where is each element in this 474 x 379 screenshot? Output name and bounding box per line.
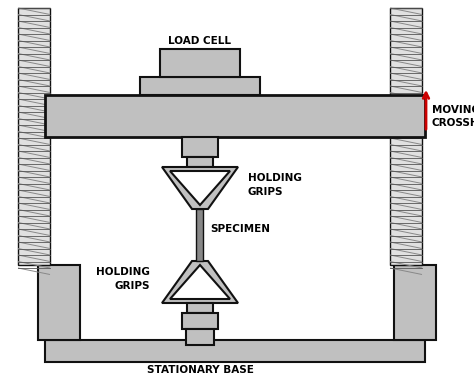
Bar <box>45 340 425 362</box>
Text: LOAD CELL: LOAD CELL <box>168 36 231 46</box>
Text: MOVING
CROSSHEAD: MOVING CROSSHEAD <box>432 105 474 128</box>
Bar <box>187 303 213 313</box>
Bar <box>390 8 422 265</box>
Text: HOLDING
GRIPS: HOLDING GRIPS <box>96 268 150 291</box>
Bar <box>160 49 240 77</box>
Polygon shape <box>162 167 238 209</box>
Bar <box>182 137 218 157</box>
Text: STATIONARY BASE: STATIONARY BASE <box>146 365 254 375</box>
Bar <box>182 313 218 329</box>
Text: SPECIMEN: SPECIMEN <box>210 224 270 234</box>
Bar <box>140 77 260 95</box>
Bar <box>186 329 214 345</box>
Bar <box>45 95 425 137</box>
Bar <box>38 265 80 340</box>
Bar <box>187 157 213 167</box>
Text: HOLDING
GRIPS: HOLDING GRIPS <box>248 174 302 197</box>
Polygon shape <box>162 261 238 303</box>
Polygon shape <box>170 265 230 299</box>
Bar <box>197 209 203 261</box>
Bar <box>18 8 50 265</box>
Bar <box>394 265 436 340</box>
Polygon shape <box>170 171 230 205</box>
